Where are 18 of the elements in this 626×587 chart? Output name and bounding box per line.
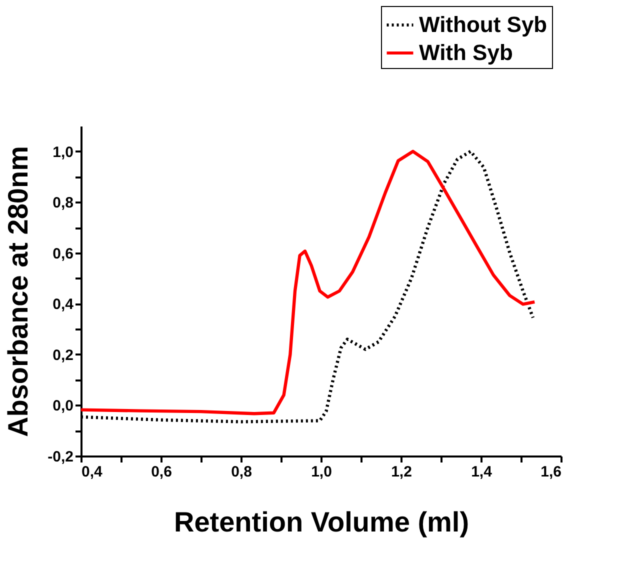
x-tick-label: 1,4 bbox=[471, 464, 493, 480]
x-tick-label: 0,4 bbox=[82, 464, 104, 480]
y-tick-label: 0,8 bbox=[52, 194, 74, 212]
x-tick-label: 0,8 bbox=[231, 464, 252, 480]
x-tick-label: 1,2 bbox=[391, 464, 412, 480]
y-tick-label: 0,0 bbox=[52, 398, 74, 415]
legend-label: With Syb bbox=[419, 40, 513, 65]
y-tick-label: 0,2 bbox=[52, 346, 74, 364]
y-axis-title: Absorbance at 280nm bbox=[2, 146, 34, 437]
x-tick-label: 1,0 bbox=[311, 464, 332, 480]
y-tick-label: -0,2 bbox=[48, 448, 74, 466]
x-tick-label: 1,6 bbox=[540, 464, 562, 480]
legend-label: Without Syb bbox=[419, 12, 548, 37]
x-axis-title: Retention Volume (ml) bbox=[174, 506, 470, 538]
y-tick-label: 1,0 bbox=[52, 144, 74, 161]
y-tick-label: 0,6 bbox=[52, 245, 74, 262]
y-tick-label: 0,4 bbox=[52, 296, 74, 314]
x-tick-label: 0,6 bbox=[151, 464, 172, 480]
